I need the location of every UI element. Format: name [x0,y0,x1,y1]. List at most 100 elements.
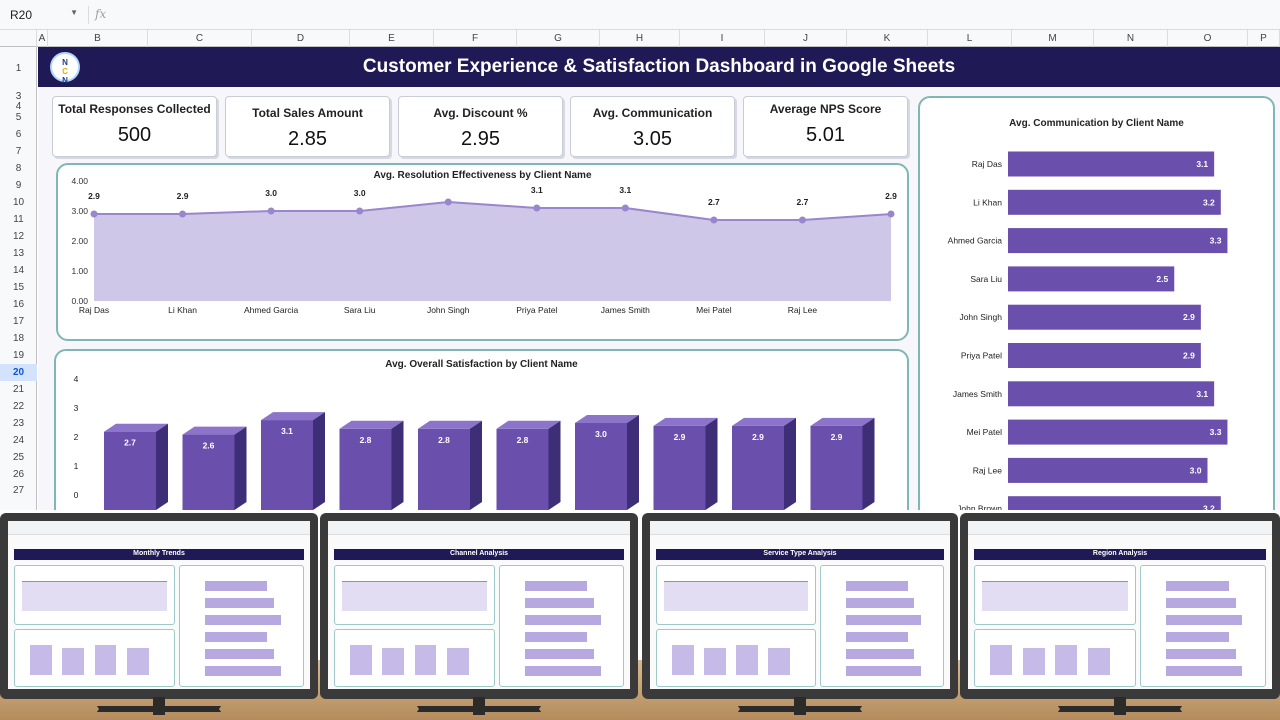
row-header-1[interactable]: 1 [15,63,22,74]
row-header-8[interactable]: 8 [15,163,22,174]
row-header-25[interactable]: 25 [12,452,25,463]
row-header-3[interactable]: 3 [15,91,22,102]
row-header-11[interactable]: 11 [13,214,24,225]
mini-bar [846,632,908,642]
kpi-card-avg-nps: Average NPS Score 5.01 [743,96,908,157]
y-tick-label: 3.00 [71,206,88,216]
row-header-5[interactable]: 5 [15,112,22,123]
data-label: 2.9 [752,432,764,442]
kpi-label: Total Sales Amount [252,106,363,120]
row-header-26[interactable]: 26 [12,469,25,480]
data-point [533,204,541,212]
bar: 2.7 [104,423,168,510]
kpi-label: Average NPS Score [769,102,882,116]
column-header-a[interactable]: A [37,30,48,47]
mini-bar [1166,649,1236,659]
data-point [621,204,629,212]
row-header-27[interactable]: 27 [12,485,25,496]
data-label: 3.2 [1203,197,1215,207]
kpi-card-total-sales: Total Sales Amount 2.85 [225,96,390,157]
bar-top-face [732,417,796,426]
kpi-value: 2.85 [288,128,327,150]
row-header-10[interactable]: 10 [12,197,25,208]
column-header-k[interactable]: K [847,30,928,47]
column-header-c[interactable]: C [148,30,252,47]
bar: 2.9 [653,417,718,510]
bar-front-face [810,425,863,510]
bar [1008,151,1215,177]
row-header-14[interactable]: 14 [12,265,25,276]
cell-reference: R20 [10,8,33,22]
kpi-label: Total Responses Collected [58,102,211,116]
row-header-23[interactable]: 23 [12,418,25,429]
mini-bar [525,581,588,591]
y-tick-label: Raj Lee [973,465,1003,475]
row-header-9[interactable]: 9 [15,180,22,191]
y-tick-label: John Singh [959,312,1002,322]
monitor-screen: Channel Analysis [328,521,630,689]
monitor-preview-strip: Monthly Trends Channel Analysis Service Ty… [0,510,1280,720]
row-header-15[interactable]: 15 [12,282,25,293]
row-header-16[interactable]: 16 [12,299,25,310]
row-header-17[interactable]: 17 [12,316,25,327]
select-all-corner[interactable] [0,30,37,47]
bar-side-face [784,417,796,510]
column-header-e[interactable]: E [350,30,434,47]
row-header-24[interactable]: 24 [12,435,25,446]
row-header-18[interactable]: 18 [12,333,25,344]
name-box[interactable]: R20 ▼ [4,5,82,25]
mini-bar [846,615,921,625]
mini-bar [126,648,149,675]
bar-chart: 0 1 2 3 4 2.7 2.6 3.1 2.8 2.8 2.8 3.0 2.9 2.9 2.9 [74,374,875,510]
mini-bar [736,645,758,675]
row-header-22[interactable]: 22 [12,401,25,412]
column-header-n[interactable]: N [1094,30,1168,47]
row-header-19[interactable]: 19 [12,350,25,361]
bar [1008,228,1228,254]
column-header-i[interactable]: I [680,30,765,47]
mini-line-area [22,581,167,611]
kpi-value: 500 [117,124,152,146]
data-label: 2.7 [797,197,809,207]
bar-front-face [418,428,470,510]
monitor-stand-neck [794,697,806,715]
row-header-12[interactable]: 12 [12,231,25,242]
data-label: 2.9 [177,191,189,201]
bar-top-face [261,412,325,421]
mini-bar [446,648,469,675]
sheet-grid[interactable]: N C N Customer Experience & Satisfaction… [38,47,1280,536]
row-header-4[interactable]: 4 [15,101,22,112]
row-header-7[interactable]: 7 [15,146,22,157]
chevron-down-icon[interactable]: ▼ [70,8,78,17]
column-header-g[interactable]: G [517,30,600,47]
column-header-b[interactable]: B [48,30,148,47]
x-tick-label: James Smith [601,305,650,315]
column-header-j[interactable]: J [765,30,847,47]
column-header-f[interactable]: F [434,30,517,47]
column-header-m[interactable]: M [1012,30,1094,47]
mini-bar [1087,648,1110,675]
formula-separator [88,6,89,24]
data-point [179,210,187,218]
data-label: 3.0 [354,188,366,198]
row-header-20[interactable]: 20 [0,364,37,381]
row-header-6[interactable]: 6 [15,129,22,140]
column-header-o[interactable]: O [1168,30,1248,47]
kpi-label: Avg. Communication [592,106,713,120]
bar-front-face [575,423,627,510]
mini-line-area [342,581,487,611]
y-tick-label: Priya Patel [961,351,1002,361]
dashboard-title: Customer Experience & Satisfaction Dashb… [362,56,956,77]
column-header-h[interactable]: H [600,30,680,47]
row-header-21[interactable]: 21 [12,384,25,395]
column-header-d[interactable]: D [252,30,350,47]
column-header-p[interactable]: P [1248,30,1280,47]
column-header-l[interactable]: L [928,30,1012,47]
y-tick-label: Sara Liu [970,274,1002,284]
bar: 2.8 [339,420,404,510]
mini-bar [704,648,726,675]
kpi-card-avg-discount: Avg. Discount % 2.95 [398,96,563,157]
row-header-13[interactable]: 13 [12,248,25,259]
x-tick-label: Priya Patel [516,305,557,315]
